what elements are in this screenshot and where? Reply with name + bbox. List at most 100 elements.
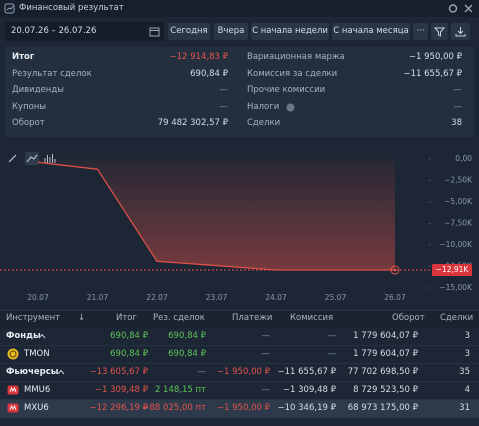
summary-label: Прочие комиссии — [247, 85, 326, 95]
date-field[interactable] — [5, 22, 164, 41]
filter-button[interactable] — [431, 23, 448, 40]
y-tick-label: 0,00 — [455, 154, 472, 163]
summary-value: −12 914,83 ₽ — [169, 52, 229, 62]
x-tick-label: 25.07 — [325, 293, 347, 302]
table-cell: 690,84 ₽ — [168, 331, 206, 341]
summary-label: Итог — [12, 52, 35, 62]
ruler-icon[interactable] — [8, 154, 17, 163]
table-cell: −1 309,48 ₽ — [282, 385, 336, 395]
window-icon — [4, 3, 15, 14]
window-title: Финансовый результат — [19, 3, 124, 13]
table-cell: — — [261, 331, 271, 341]
table-cell: 690,84 ₽ — [110, 349, 148, 359]
collapse-icon[interactable] — [57, 368, 65, 376]
button[interactable]: С начала недели — [251, 23, 329, 40]
summary-value: — — [453, 101, 463, 112]
summary-label: Вариационная маржа — [247, 52, 345, 62]
group-name: Фонды — [6, 331, 41, 341]
column-header: Инструмент — [6, 313, 61, 323]
y-tick-label: −5,00K — [444, 197, 473, 206]
table-cell: −13 605,67 ₽ — [89, 367, 149, 377]
table-cell: −11 655,67 ₽ — [277, 367, 337, 377]
table-cell: 3 — [464, 349, 470, 359]
column-header: Платежи — [232, 313, 273, 323]
row-divider — [0, 363, 479, 364]
help-icon[interactable] — [286, 103, 295, 112]
line-icon[interactable] — [26, 154, 38, 163]
button[interactable]: Сегодня — [168, 23, 210, 40]
summary-value: −11 655,67 ₽ — [403, 68, 463, 79]
table-cell: 8 729 523,50 ₽ — [353, 385, 418, 395]
column-header: Оборот — [392, 313, 425, 323]
x-tick-label: 26.07 — [384, 293, 406, 302]
table-cell: 68 973 175,00 ₽ — [347, 403, 418, 413]
y-tick-label: −15,00K — [439, 283, 473, 292]
x-tick-label: 23.07 — [206, 293, 228, 302]
summary-value: — — [453, 85, 463, 95]
instrument-name: TMON — [24, 349, 50, 359]
table-header — [0, 310, 479, 328]
x-tick-label: 22.07 — [146, 293, 168, 302]
table-cell: — — [327, 331, 337, 341]
chevron — [38, 333, 46, 339]
more-button[interactable]: ··· — [413, 23, 428, 40]
summary-value: — — [219, 101, 229, 112]
table-cell: 77 702 698,50 ₽ — [347, 367, 418, 377]
table-cell: −88 025,00 пт — [142, 403, 206, 413]
table-cell: 31 — [459, 403, 470, 413]
calendar-icon[interactable] — [149, 26, 160, 37]
column-header: Сделки — [440, 313, 474, 323]
button[interactable]: С начала месяца — [332, 23, 410, 40]
table-cell: 4 — [464, 385, 470, 395]
table-cell: — — [327, 349, 337, 359]
selected-row[interactable] — [0, 399, 479, 418]
y-tick-label: −10,00K — [439, 240, 473, 249]
table-cell: −10 346,19 ₽ — [277, 403, 337, 413]
instrument-icon — [7, 348, 19, 360]
line-tool[interactable] — [25, 152, 39, 165]
icon-inner — [9, 350, 17, 358]
summary-value: — — [219, 85, 229, 95]
table-cell: 690,84 ₽ — [110, 331, 148, 341]
summary-value: −1 950,00 ₽ — [408, 52, 462, 62]
column-header: Итог — [116, 313, 137, 323]
value-label-box — [432, 264, 472, 277]
summary-label: Налоги — [247, 101, 280, 112]
summary-label: Оборот — [12, 118, 45, 128]
filter-icon[interactable] — [431, 23, 448, 40]
line — [37, 161, 395, 271]
window-controls[interactable] — [448, 3, 476, 14]
instrument-name: MMU6 — [24, 385, 51, 395]
table-cell: −1 950,00 ₽ — [216, 367, 270, 377]
icon-inner — [9, 386, 17, 393]
instrument-name: MXU6 — [24, 403, 49, 413]
chevron — [57, 369, 65, 375]
table-cell: 35 — [459, 367, 470, 377]
summary-value: 79 482 302,57 ₽ — [157, 118, 228, 128]
column-header: Рез. сделок — [153, 313, 205, 323]
area — [38, 158, 395, 271]
x-tick-label: 21.07 — [87, 293, 109, 302]
summary-label: Сделки — [247, 118, 281, 128]
row-divider — [0, 399, 479, 400]
collapse-icon[interactable] — [38, 332, 46, 340]
table-cell: 1 779 604,07 ₽ — [353, 331, 418, 341]
button[interactable]: Вчера — [214, 23, 248, 40]
table-cell: −1 950,00 ₽ — [216, 403, 270, 413]
table-cell: 1 779 604,07 ₽ — [353, 349, 418, 359]
table-cell: 690,84 ₽ — [168, 349, 206, 359]
table-cell: −1 309,48 ₽ — [94, 385, 148, 395]
x-tick-label: 24.07 — [265, 293, 287, 302]
value-label: −12,91K — [436, 265, 470, 274]
summary-label: Купоны — [12, 101, 47, 112]
download-icon[interactable] — [451, 23, 470, 40]
table-cell: — — [261, 349, 271, 359]
download-button[interactable] — [451, 23, 470, 40]
y-tick-label: −7,50K — [444, 218, 473, 227]
y-tick-label: −2,50K — [444, 175, 473, 184]
table-cell: — — [197, 367, 207, 377]
date-range[interactable]: 20.07.26 – 26.07.26 — [11, 26, 97, 36]
chart: 0,00−2,50K−5,00K−7,50K−10,00K−12,50K−15,… — [0, 152, 473, 302]
summary-panel — [5, 47, 474, 137]
